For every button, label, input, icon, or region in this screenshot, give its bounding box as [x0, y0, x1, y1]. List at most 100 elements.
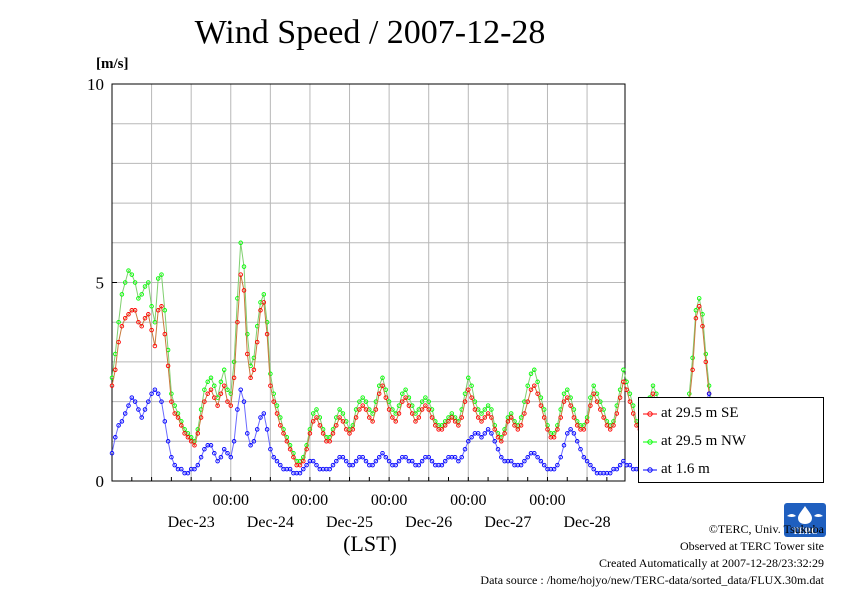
data-point — [409, 411, 415, 416]
data-point — [373, 458, 379, 464]
data-point — [376, 391, 382, 396]
data-point — [221, 446, 227, 452]
data-point — [446, 419, 451, 424]
data-point — [703, 359, 709, 365]
data-point — [314, 462, 319, 468]
data-point — [254, 339, 260, 345]
data-point — [380, 383, 385, 388]
data-point — [442, 423, 448, 428]
data-point — [426, 407, 431, 412]
data-point — [195, 462, 201, 468]
series-2 — [109, 240, 718, 464]
data-point — [139, 415, 144, 420]
data-point — [132, 280, 138, 285]
data-point — [264, 427, 270, 432]
data-point — [489, 415, 494, 420]
data-point — [248, 443, 253, 448]
data-point — [136, 296, 141, 301]
data-point — [215, 458, 220, 464]
data-point — [278, 462, 283, 468]
data-point — [505, 419, 511, 424]
data-point — [617, 395, 623, 400]
data-point — [611, 423, 616, 428]
legend-label: at 1.6 m — [661, 461, 710, 477]
data-point — [149, 327, 154, 333]
data-point — [353, 415, 359, 420]
data-point — [198, 415, 204, 420]
data-point — [452, 419, 458, 424]
data-point — [317, 423, 323, 428]
data-point — [238, 240, 243, 246]
x-tick-time-label: 00:00 — [529, 492, 565, 509]
data-point — [116, 319, 121, 325]
data-point — [591, 383, 596, 388]
data-point — [452, 454, 458, 460]
data-point — [403, 395, 408, 400]
data-point — [581, 427, 587, 432]
data-point — [297, 462, 303, 468]
data-point — [558, 415, 563, 420]
x-tick-date-label: Dec-26 — [405, 514, 452, 531]
data-point — [228, 403, 234, 408]
data-point — [376, 454, 382, 460]
data-point — [472, 407, 478, 412]
data-point — [535, 454, 540, 460]
data-point — [225, 399, 230, 404]
data-point — [433, 423, 438, 428]
data-point — [235, 407, 240, 412]
data-point — [568, 427, 573, 432]
data-point — [221, 367, 227, 373]
data-point — [571, 415, 577, 420]
data-point — [459, 454, 464, 460]
data-point — [245, 431, 250, 436]
data-point — [522, 458, 527, 464]
logo-text: TERC — [792, 526, 817, 536]
data-point — [152, 387, 158, 392]
x-tick-date-label: Dec-23 — [168, 514, 215, 531]
data-point — [301, 458, 306, 464]
data-point — [136, 407, 141, 412]
data-point — [574, 423, 580, 428]
data-point — [231, 439, 237, 444]
data-point — [479, 411, 484, 416]
data-point — [202, 399, 207, 404]
data-point — [271, 399, 276, 404]
data-point — [360, 454, 365, 460]
data-point — [149, 391, 154, 396]
data-point — [357, 407, 362, 412]
data-point — [565, 387, 570, 392]
data-point — [607, 427, 613, 432]
data-point — [541, 415, 547, 420]
data-point — [545, 427, 550, 432]
y-axis-unit: [m/s] — [96, 56, 129, 72]
data-point — [314, 415, 319, 420]
data-point — [400, 391, 405, 396]
data-point — [198, 454, 204, 460]
data-point — [188, 439, 194, 444]
data-point — [116, 423, 121, 428]
data-point — [419, 458, 425, 464]
data-point — [192, 466, 197, 472]
data-point — [320, 431, 326, 436]
data-point — [205, 391, 210, 396]
x-tick-date-label: Dec-24 — [247, 514, 294, 531]
data-point — [449, 415, 455, 420]
data-point — [340, 411, 346, 416]
data-point — [343, 458, 349, 464]
data-point — [479, 435, 484, 440]
data-point — [429, 415, 435, 420]
x-tick-date-label: Dec-28 — [564, 514, 611, 531]
data-point — [565, 395, 570, 400]
data-point — [466, 387, 471, 392]
legend-swatch-marker — [647, 439, 653, 445]
data-point — [614, 411, 620, 416]
series-line — [111, 388, 723, 474]
data-point — [380, 450, 385, 456]
data-point — [515, 427, 521, 432]
data-point — [218, 379, 224, 385]
data-point — [281, 431, 286, 436]
data-point — [287, 446, 293, 452]
data-point — [489, 431, 494, 436]
data-point — [149, 304, 154, 309]
